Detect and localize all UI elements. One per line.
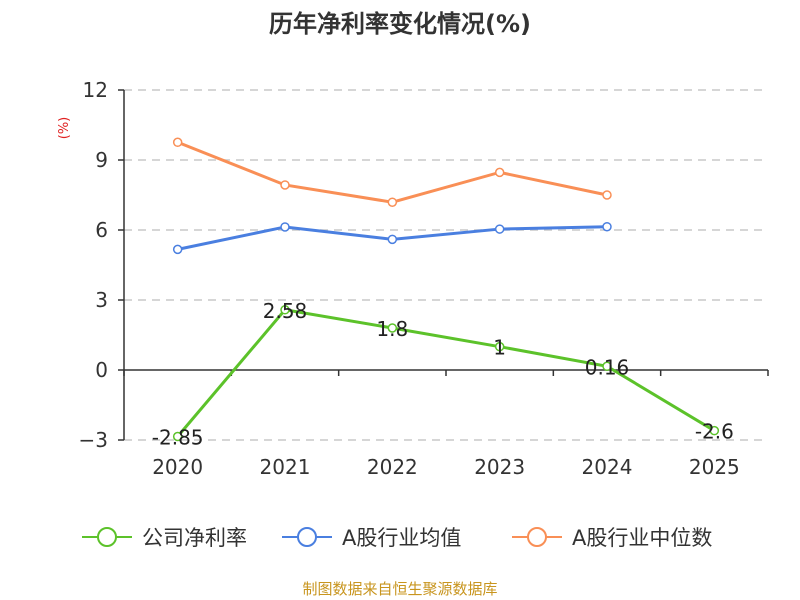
y-tick-label: 9 bbox=[95, 148, 108, 172]
source-footer: 制图数据来自恒生聚源数据库 bbox=[302, 580, 497, 598]
y-tick-label: −3 bbox=[79, 428, 108, 452]
data-point[interactable] bbox=[280, 305, 290, 315]
data-label: 2.58 bbox=[263, 299, 308, 323]
legend-circle-icon bbox=[97, 527, 117, 547]
x-tick-label: 2020 bbox=[152, 455, 203, 479]
y-axis-unit: (%) bbox=[57, 117, 72, 140]
chart-title: 历年净利率变化情况(%) bbox=[269, 10, 531, 38]
data-point[interactable] bbox=[172, 431, 183, 442]
data-point[interactable] bbox=[387, 197, 398, 207]
x-tick-label: 2023 bbox=[474, 455, 525, 479]
series-line bbox=[176, 308, 716, 438]
legend-circle-icon bbox=[527, 527, 547, 547]
data-point[interactable] bbox=[387, 234, 398, 245]
data-point[interactable] bbox=[494, 167, 505, 178]
x-tick-label: 2024 bbox=[582, 455, 633, 479]
legend-label: A股行业中位数 bbox=[572, 526, 712, 550]
y-tick-label: 6 bbox=[95, 218, 108, 242]
x-tick-label: 2025 bbox=[689, 455, 740, 479]
data-point[interactable] bbox=[172, 137, 183, 148]
data-label: -2.85 bbox=[152, 426, 204, 450]
x-tick-label: 2021 bbox=[260, 455, 311, 479]
legend-item[interactable]: A股行业均值 bbox=[282, 526, 461, 550]
data-point[interactable] bbox=[494, 341, 505, 352]
legend-item[interactable]: A股行业中位数 bbox=[512, 526, 712, 550]
data-point[interactable] bbox=[602, 190, 612, 200]
data-label: -2.6 bbox=[695, 420, 734, 444]
legend-label: 公司净利率 bbox=[142, 526, 247, 550]
y-tick-label: 0 bbox=[95, 358, 108, 382]
data-point[interactable] bbox=[709, 425, 720, 436]
x-tick-label: 2022 bbox=[367, 455, 418, 479]
data-label: 1.8 bbox=[376, 317, 408, 341]
legend-label: A股行业均值 bbox=[342, 526, 461, 550]
data-point[interactable] bbox=[280, 222, 290, 232]
series-line bbox=[177, 140, 608, 204]
data-point[interactable] bbox=[280, 180, 290, 190]
data-point[interactable] bbox=[172, 244, 183, 255]
data-label: 1 bbox=[493, 336, 506, 360]
data-point[interactable] bbox=[387, 323, 398, 333]
y-tick-label: 12 bbox=[83, 78, 108, 102]
legend-circle-icon bbox=[297, 527, 317, 547]
data-point[interactable] bbox=[602, 221, 612, 232]
data-point[interactable] bbox=[494, 224, 505, 234]
legend-item[interactable]: 公司净利率 bbox=[82, 526, 247, 550]
data-label: 0.16 bbox=[585, 355, 630, 379]
data-point[interactable] bbox=[602, 361, 612, 372]
y-tick-label: 3 bbox=[95, 288, 108, 312]
